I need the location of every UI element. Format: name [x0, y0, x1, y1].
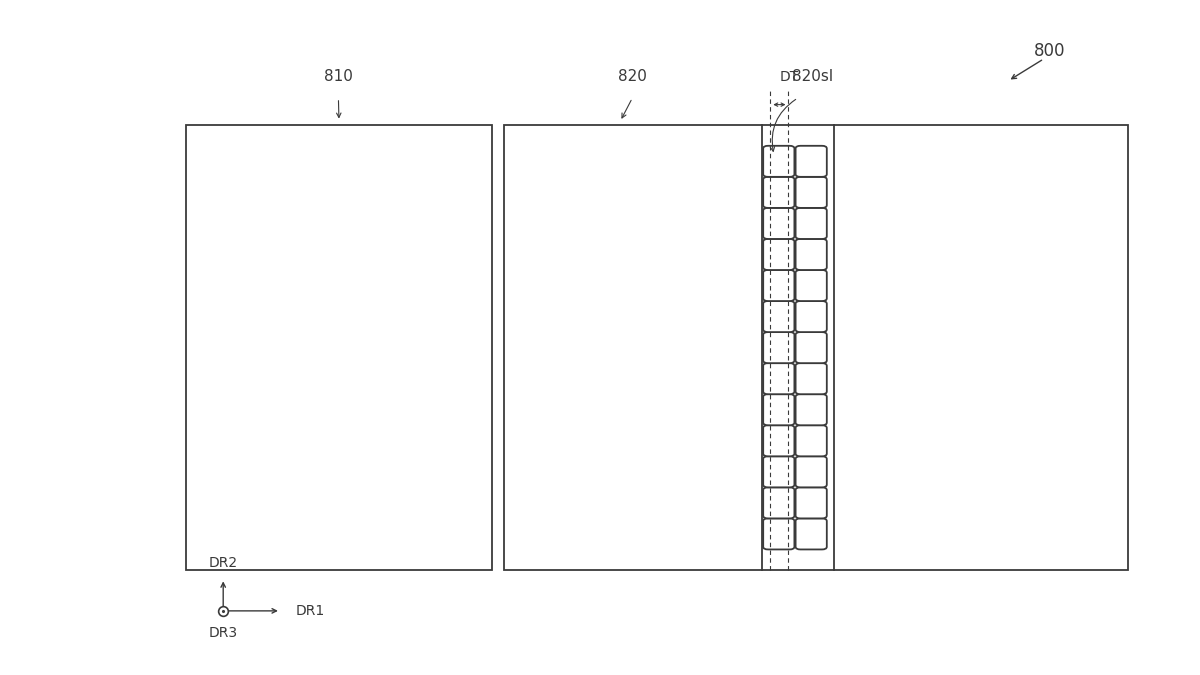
FancyBboxPatch shape: [763, 456, 794, 487]
FancyBboxPatch shape: [796, 487, 827, 518]
FancyBboxPatch shape: [796, 363, 827, 394]
Bar: [834, 125, 1128, 570]
FancyBboxPatch shape: [796, 208, 827, 239]
Bar: [504, 125, 762, 570]
Bar: [186, 125, 492, 570]
FancyBboxPatch shape: [796, 146, 827, 177]
FancyBboxPatch shape: [796, 301, 827, 332]
FancyBboxPatch shape: [796, 425, 827, 456]
FancyBboxPatch shape: [796, 239, 827, 270]
FancyBboxPatch shape: [763, 518, 794, 549]
FancyBboxPatch shape: [763, 270, 794, 301]
Text: DR1: DR1: [295, 604, 324, 618]
FancyBboxPatch shape: [763, 239, 794, 270]
FancyBboxPatch shape: [763, 363, 794, 394]
FancyBboxPatch shape: [796, 518, 827, 549]
FancyBboxPatch shape: [763, 301, 794, 332]
Text: DT: DT: [779, 70, 799, 84]
FancyBboxPatch shape: [796, 177, 827, 208]
Text: DR2: DR2: [209, 556, 238, 570]
FancyBboxPatch shape: [763, 394, 794, 425]
FancyBboxPatch shape: [796, 332, 827, 363]
Text: 810: 810: [324, 70, 353, 84]
FancyBboxPatch shape: [763, 146, 794, 177]
FancyBboxPatch shape: [763, 177, 794, 208]
Text: 820sl: 820sl: [792, 70, 833, 84]
FancyBboxPatch shape: [763, 208, 794, 239]
FancyBboxPatch shape: [796, 270, 827, 301]
FancyBboxPatch shape: [763, 332, 794, 363]
Text: 820: 820: [618, 70, 647, 84]
FancyBboxPatch shape: [763, 487, 794, 518]
FancyBboxPatch shape: [796, 456, 827, 487]
Text: 800: 800: [1034, 42, 1066, 59]
FancyBboxPatch shape: [763, 425, 794, 456]
Text: DR3: DR3: [209, 626, 238, 640]
FancyBboxPatch shape: [796, 394, 827, 425]
